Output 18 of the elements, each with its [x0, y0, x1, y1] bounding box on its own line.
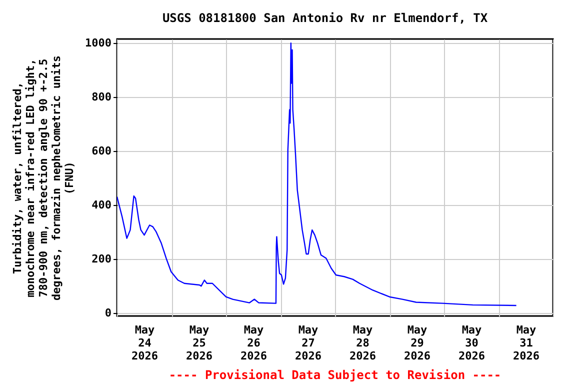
x-tick-label: May 29 2026	[404, 324, 431, 362]
y-tick-label: 800	[92, 90, 112, 104]
y-tick-label: 400	[92, 198, 112, 212]
y-axis-title: Turbidity, water, unfiltered, monochrome near infra-red LED light, 780-900 nm, detection angle 90 +-2.5 degrees, formazin nephelometric units (FNU)	[11, 55, 76, 301]
y-tick-label: 600	[92, 144, 112, 158]
x-tick-label: May 30 2026	[458, 324, 486, 362]
x-tick-label: May 24 2026	[132, 324, 158, 362]
line-series	[117, 42, 517, 306]
x-tick-label: May 31 2026	[513, 324, 540, 362]
y-tick-label: 1000	[85, 36, 112, 50]
text: ---- Provisional Data Subject to Revision ----	[168, 368, 502, 382]
x-tick-label: May 27 2026	[295, 324, 322, 362]
y-tick-label: 200	[92, 252, 112, 266]
x-tick-label: May 26 2026	[240, 324, 268, 362]
y-tick-label: 0	[104, 306, 112, 320]
x-tick-label: May 25 2026	[186, 324, 213, 362]
x-tick-label: May 28 2026	[350, 324, 376, 362]
chart-title: USGS 08181800 San Antonio Rv nr Elmendorf, TX	[162, 11, 488, 26]
